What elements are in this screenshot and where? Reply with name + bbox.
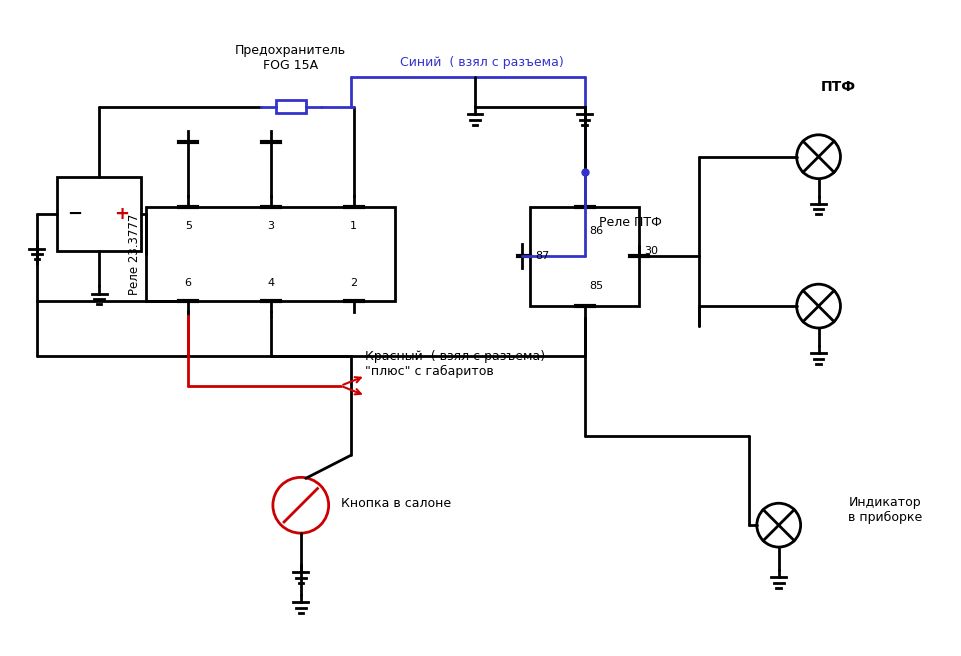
Text: Предохранитель
FOG 15A: Предохранитель FOG 15A (235, 44, 346, 72)
Text: Синий  ( взял с разъема): Синий ( взял с разъема) (400, 56, 563, 69)
Text: Реле 23.3777: Реле 23.3777 (128, 213, 141, 295)
Text: Реле ПТФ: Реле ПТФ (599, 216, 662, 230)
Text: 87: 87 (534, 251, 549, 261)
Text: 5: 5 (185, 222, 191, 232)
Text: 30: 30 (644, 246, 657, 256)
Text: Красный  ( взял с разъема)
"плюс" с габаритов: Красный ( взял с разъема) "плюс" с габар… (365, 350, 545, 378)
Text: 6: 6 (185, 278, 191, 288)
Text: 2: 2 (350, 278, 357, 288)
Bar (530, 207, 639, 306)
Bar (146, 207, 395, 301)
Text: +: + (114, 205, 129, 223)
Text: 4: 4 (267, 278, 274, 288)
Bar (57, 176, 141, 251)
Bar (276, 100, 306, 113)
Text: Кнопка в салоне: Кнопка в салоне (340, 497, 451, 510)
Text: −: − (67, 205, 83, 223)
Text: Индикатор
в приборке: Индикатор в приборке (848, 496, 922, 524)
Text: 86: 86 (589, 226, 604, 236)
Text: ПТФ: ПТФ (820, 80, 855, 94)
Text: 1: 1 (350, 222, 357, 232)
Text: 3: 3 (267, 222, 274, 232)
Text: 85: 85 (589, 281, 604, 291)
